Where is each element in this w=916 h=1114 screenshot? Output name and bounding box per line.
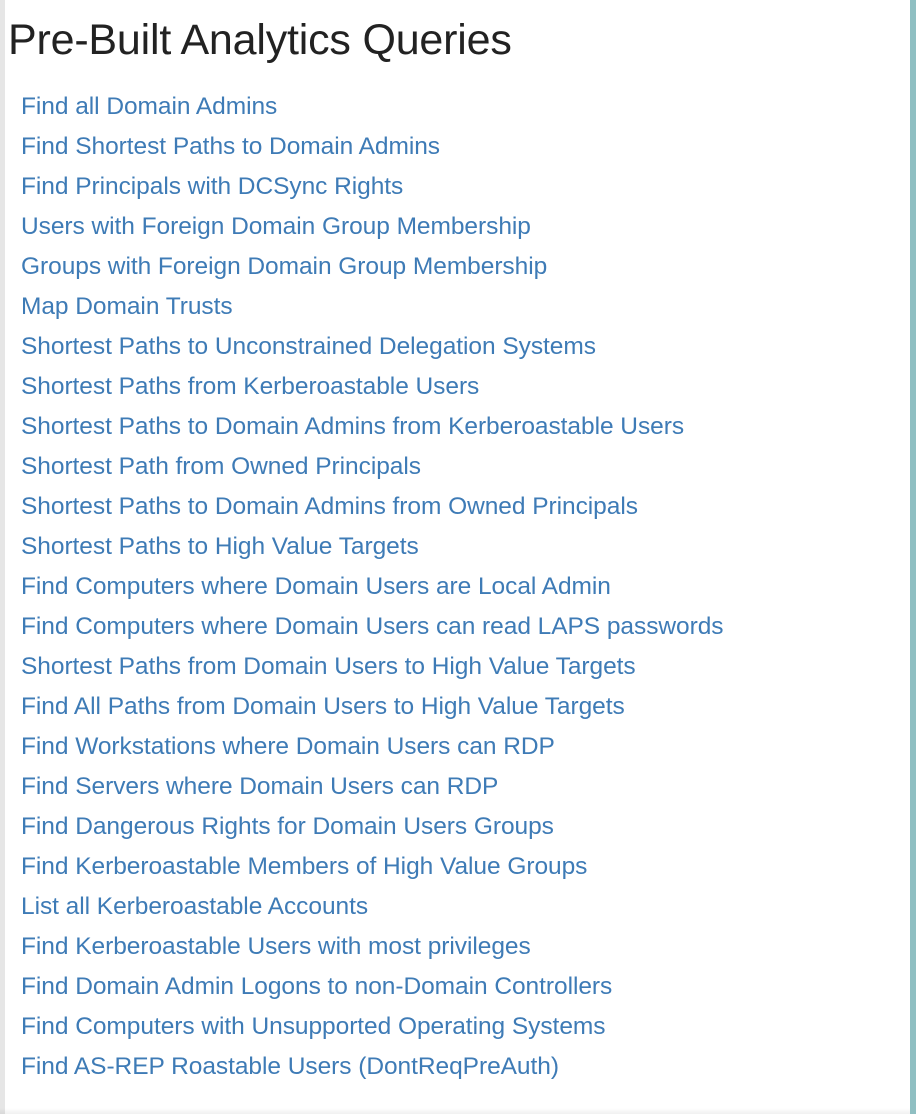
query-paths-to-unconstrained-delegation[interactable]: Shortest Paths to Unconstrained Delegati…	[21, 333, 596, 360]
bottom-shadow	[0, 1108, 910, 1114]
prebuilt-queries-panel: Pre-Built Analytics Queries Find all Dom…	[5, 0, 910, 1114]
query-unsupported-operating-systems[interactable]: Find Computers with Unsupported Operatin…	[21, 1013, 606, 1040]
query-groups-foreign-domain-group-membership[interactable]: Groups with Foreign Domain Group Members…	[21, 253, 548, 280]
query-users-foreign-domain-group-membership[interactable]: Users with Foreign Domain Group Membersh…	[21, 213, 531, 240]
query-kerberoastable-most-privileges[interactable]: Find Kerberoastable Users with most priv…	[21, 933, 531, 960]
query-path-from-owned-principals[interactable]: Shortest Path from Owned Principals	[21, 453, 421, 480]
query-all-paths-domain-users-to-hvt[interactable]: Find All Paths from Domain Users to High…	[21, 693, 625, 720]
query-kerberoastable-members-hvg[interactable]: Find Kerberoastable Members of High Valu…	[21, 853, 588, 880]
query-da-logons-non-dc[interactable]: Find Domain Admin Logons to non-Domain C…	[21, 973, 613, 1000]
query-workstations-domain-users-rdp[interactable]: Find Workstations where Domain Users can…	[21, 733, 555, 760]
query-asrep-roastable-users[interactable]: Find AS-REP Roastable Users (DontReqPreA…	[21, 1053, 559, 1080]
query-list: Find all Domain Admins Find Shortest Pat…	[21, 87, 724, 1087]
query-shortest-paths-to-domain-admins[interactable]: Find Shortest Paths to Domain Admins	[21, 133, 440, 160]
query-dangerous-rights-domain-users[interactable]: Find Dangerous Rights for Domain Users G…	[21, 813, 554, 840]
query-paths-domain-users-to-hvt[interactable]: Shortest Paths from Domain Users to High…	[21, 653, 636, 680]
query-computers-domain-users-read-laps[interactable]: Find Computers where Domain Users can re…	[21, 613, 724, 640]
query-find-all-domain-admins[interactable]: Find all Domain Admins	[21, 93, 278, 120]
query-computers-domain-users-local-admin[interactable]: Find Computers where Domain Users are Lo…	[21, 573, 611, 600]
query-principals-with-dcsync-rights[interactable]: Find Principals with DCSync Rights	[21, 173, 404, 200]
query-paths-to-da-from-owned[interactable]: Shortest Paths to Domain Admins from Own…	[21, 493, 638, 520]
query-list-kerberoastable-accounts[interactable]: List all Kerberoastable Accounts	[21, 893, 369, 920]
panel-title: Pre-Built Analytics Queries	[8, 16, 512, 64]
query-paths-to-da-from-kerberoastable[interactable]: Shortest Paths to Domain Admins from Ker…	[21, 413, 685, 440]
query-paths-from-kerberoastable-users[interactable]: Shortest Paths from Kerberoastable Users	[21, 373, 480, 400]
left-border	[0, 0, 5, 1114]
right-border	[910, 0, 916, 1114]
query-map-domain-trusts[interactable]: Map Domain Trusts	[21, 293, 233, 320]
query-servers-domain-users-rdp[interactable]: Find Servers where Domain Users can RDP	[21, 773, 499, 800]
query-paths-to-high-value-targets[interactable]: Shortest Paths to High Value Targets	[21, 533, 419, 560]
